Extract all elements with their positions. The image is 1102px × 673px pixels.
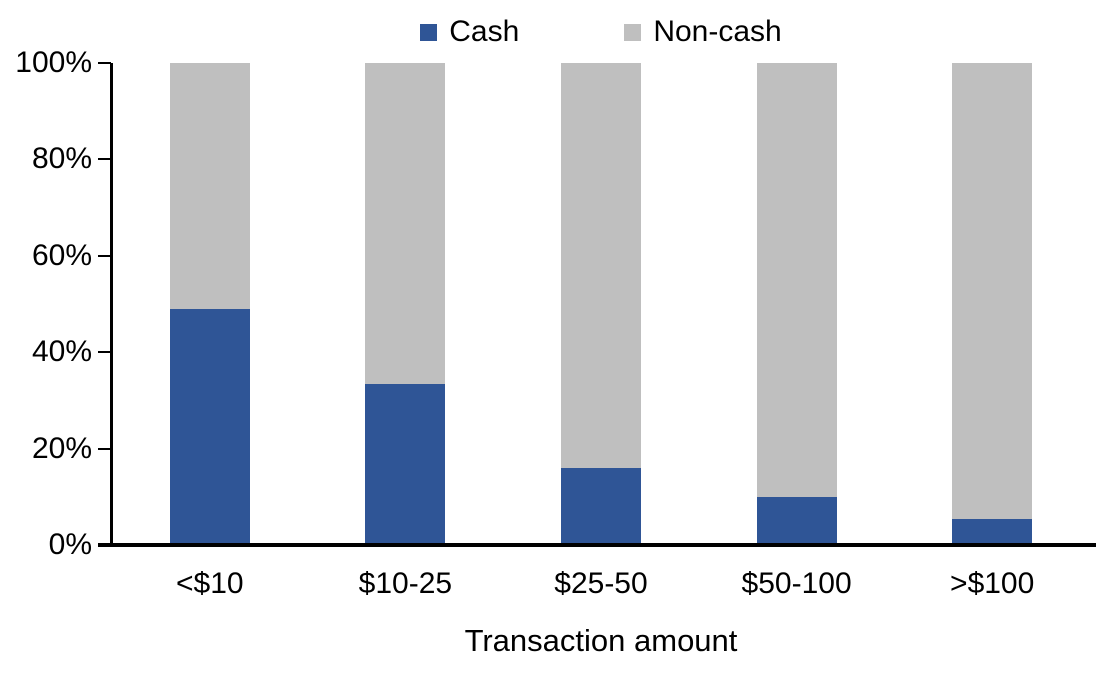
bar-segment-cash (952, 518, 1033, 545)
legend-swatch-noncash (624, 23, 642, 41)
y-axis-line (110, 63, 113, 545)
x-axis-line (98, 543, 1096, 547)
bar-column (365, 63, 446, 545)
bar-segment-cash (561, 467, 641, 545)
y-axis-tick (98, 351, 111, 354)
bar-segment-non-cash (169, 63, 250, 309)
legend-label-cash: Cash (449, 15, 520, 48)
y-axis-tick (98, 447, 111, 450)
legend: Cash Non-cash (112, 12, 1090, 52)
x-tick-label: $50-100 (741, 567, 852, 600)
legend-item-cash: Cash (420, 15, 519, 49)
bar-segment-non-cash (365, 63, 446, 384)
y-axis-tick (98, 254, 111, 257)
y-axis-tick (98, 158, 111, 161)
y-tick-label: 60% (31, 238, 92, 272)
legend-label-noncash: Non-cash (653, 15, 782, 48)
bar-segment-non-cash (561, 63, 641, 468)
x-tick-label: $10-25 (358, 567, 453, 600)
bar-segment-non-cash (756, 63, 837, 497)
bar-column (952, 63, 1033, 545)
y-tick-label: 80% (31, 142, 92, 176)
y-tick-label: 20% (31, 431, 92, 465)
plot-area (112, 63, 1090, 545)
bar-segment-cash (169, 308, 250, 545)
y-tick-label: 0% (48, 528, 92, 561)
x-tick-label: >$100 (950, 567, 1035, 600)
bar-column (169, 63, 250, 545)
bar-column (756, 63, 837, 545)
x-axis-title: Transaction amount (464, 623, 738, 658)
x-tick-label: <$10 (176, 567, 244, 600)
x-tick-label: $25-50 (554, 567, 648, 600)
y-tick-label: 40% (31, 335, 92, 369)
legend-swatch-cash (420, 23, 438, 41)
bar-column (561, 63, 641, 545)
bar-segment-cash (365, 383, 446, 545)
legend-item-noncash: Non-cash (624, 15, 782, 49)
y-axis-tick (98, 62, 111, 64)
bar-segment-cash (756, 496, 837, 545)
y-tick-label: 100% (15, 46, 92, 79)
bar-segment-non-cash (952, 63, 1033, 519)
